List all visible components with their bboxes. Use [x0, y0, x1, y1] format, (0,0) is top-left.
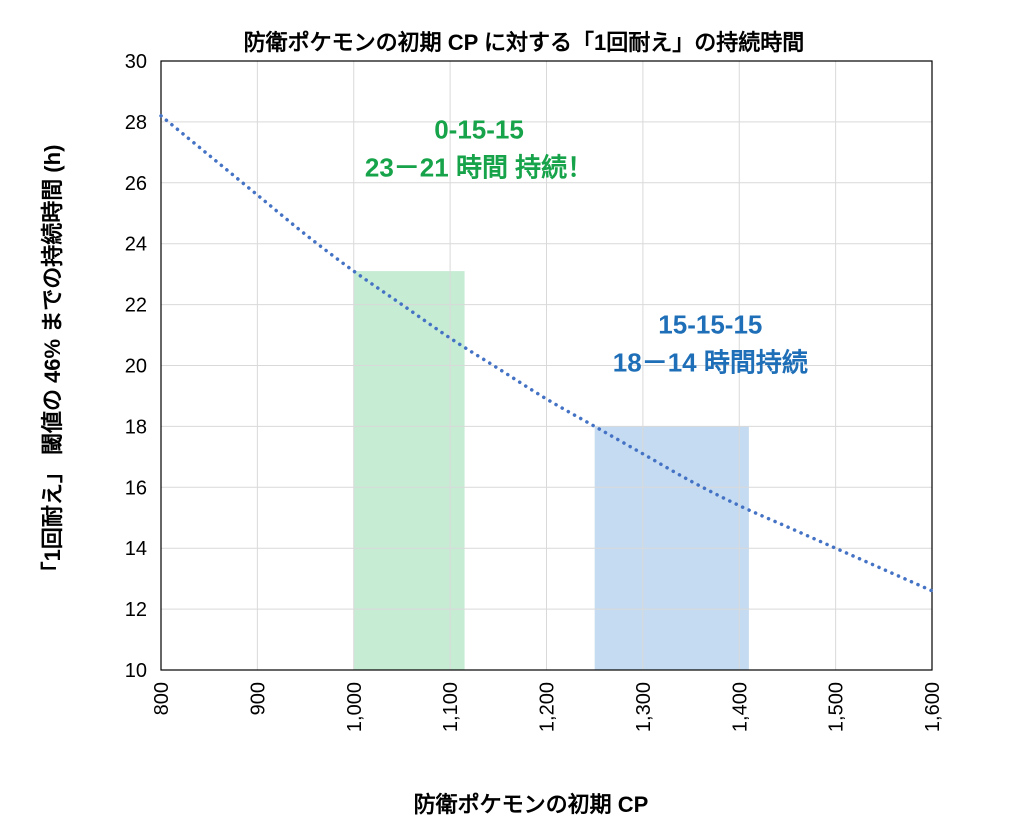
- x-tick-label-3: 1,100: [440, 682, 462, 732]
- y-tick-label-2: 14: [125, 538, 147, 560]
- x-tick-label-8: 1,600: [922, 682, 944, 732]
- x-tick-label-2: 1,000: [344, 682, 366, 732]
- x-tick-label-5: 1,300: [633, 682, 655, 732]
- plot-frame: [160, 60, 933, 671]
- y-tick-label-1: 12: [125, 599, 147, 621]
- y-tick-label-0: 10: [125, 660, 147, 682]
- x-tick-label-6: 1,400: [729, 682, 751, 732]
- grid-lines: [160, 60, 933, 671]
- y-axis-label: 「1回耐え」 閾値の 46% までの持続時間 (h): [40, 145, 65, 584]
- highlight-region-1: [353, 271, 465, 670]
- y-tick-label-6: 22: [125, 295, 147, 317]
- annotation-2-line2: 18－14 時間持続: [613, 348, 808, 378]
- x-tick-labels: 800 900 1,000 1,100 1,200 1,300 1,400 1,500 1,60…: [151, 682, 944, 732]
- y-tick-label-9: 28: [125, 112, 147, 134]
- x-tick-label-1: 900: [247, 682, 269, 715]
- x-tick-label-0: 800: [151, 682, 173, 715]
- x-tick-label-7: 1,500: [826, 682, 848, 732]
- y-tick-labels: 10 12 14 16 18 20 22 24 26 28 30: [125, 51, 147, 682]
- y-tick-label-4: 18: [125, 416, 147, 438]
- y-tick-label-8: 26: [125, 173, 147, 195]
- annotation-1-line2: 23－21 時間 持続！: [365, 153, 593, 183]
- series-line-1: [159, 114, 934, 593]
- y-tick-label-7: 24: [125, 234, 147, 256]
- annotation-1-line1: 0-15-15: [434, 115, 524, 145]
- annotation-2-line1: 15-15-15: [658, 310, 762, 340]
- y-tick-label-10: 30: [125, 51, 147, 73]
- x-axis-label: 防衛ポケモンの初期 CP: [414, 792, 649, 817]
- y-tick-label-5: 20: [125, 356, 147, 378]
- annotations: 0-15-15 23－21 時間 持続！ 15-15-15 18－14 時間持続: [365, 115, 808, 378]
- series-layer: [159, 114, 934, 593]
- x-tick-label-4: 1,200: [537, 682, 559, 732]
- chart-title: 防衛ポケモンの初期 CP に対する「1回耐え」の持続時間: [244, 30, 805, 55]
- y-tick-label-3: 16: [125, 477, 147, 499]
